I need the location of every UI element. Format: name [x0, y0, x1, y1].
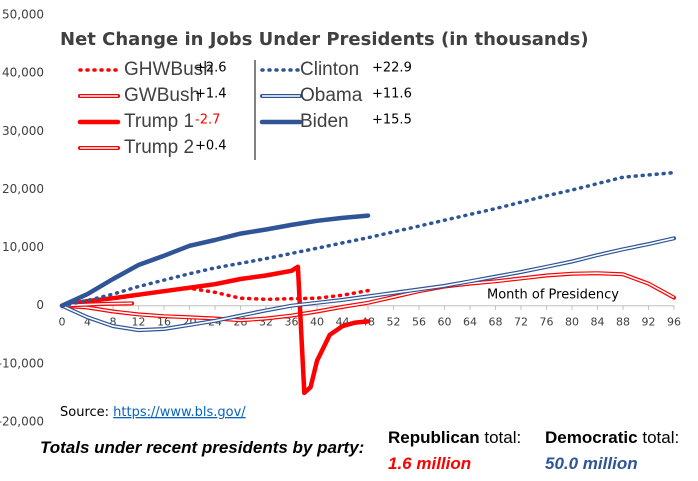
- x-tick-label: 92: [642, 316, 656, 329]
- x-tick-label: 40: [310, 316, 324, 329]
- series-line: [59, 264, 371, 396]
- x-axis-label: Month of Presidency: [487, 288, 619, 303]
- legend-label: GWBush: [124, 85, 200, 106]
- y-tick-label: -20,000: [0, 415, 44, 429]
- legend-value: +1.4: [195, 87, 227, 102]
- democratic-heading: Democratic total:: [545, 428, 679, 448]
- series-line-inner: [61, 272, 675, 322]
- x-tick-label: 80: [565, 316, 579, 329]
- legend-value: +2.6: [195, 61, 227, 76]
- x-tick-label: 12: [132, 316, 146, 329]
- y-tick-label: 0: [36, 298, 44, 312]
- x-tick-label: 88: [616, 316, 630, 329]
- chart: Net Change in Jobs Under Presidents (in …: [0, 8, 681, 429]
- source-prefix: Source:: [60, 405, 109, 420]
- legend-label: Biden: [300, 111, 349, 132]
- y-tick-label: 10,000: [2, 240, 44, 254]
- chart-title: Net Change in Jobs Under Presidents (in …: [60, 29, 589, 50]
- y-tick-label: 50,000: [2, 8, 44, 22]
- series-line: [59, 213, 371, 308]
- x-tick-label: 96: [667, 316, 681, 329]
- x-tick-label: 56: [412, 316, 426, 329]
- legend-label: Obama: [300, 85, 363, 106]
- source-label: Source: https://www.bls.gov/: [60, 405, 246, 420]
- party-suffix: total:: [484, 428, 522, 447]
- legend-value: -2.7: [195, 113, 220, 128]
- x-tick-label: 60: [438, 316, 452, 329]
- x-tick-label: 8: [110, 316, 117, 329]
- series-line: [60, 170, 676, 308]
- x-tick-label: 76: [540, 316, 554, 329]
- legend-value: +15.5: [372, 113, 412, 128]
- x-tick-label: 16: [157, 316, 171, 329]
- x-tick-label: 84: [591, 316, 605, 329]
- x-tick-label: 0: [59, 316, 66, 329]
- series-line-inner: [61, 237, 675, 331]
- republican-total: 1.6 million: [388, 454, 472, 473]
- source-link[interactable]: https://www.bls.gov/: [113, 405, 246, 420]
- legend-label: Trump 2: [124, 137, 194, 158]
- party-name: Republican: [388, 428, 480, 447]
- legend-label: GHWBush: [124, 59, 214, 80]
- series-line-inner: [61, 302, 133, 307]
- legend-label: Trump 1: [124, 111, 194, 132]
- x-tick-label: 72: [514, 316, 528, 329]
- x-tick-label: 68: [489, 316, 503, 329]
- y-tick-label: 20,000: [2, 182, 44, 196]
- x-tick-label: 36: [285, 316, 299, 329]
- footer-lead: Totals under recent presidents by party:: [40, 438, 365, 457]
- democratic-total: 50.0 million: [545, 454, 638, 473]
- legend-label: Clinton: [300, 59, 359, 80]
- x-tick-label: 64: [463, 316, 477, 329]
- x-tick-label: 4: [84, 316, 91, 329]
- x-tick-label: 52: [387, 316, 401, 329]
- y-tick-label: 30,000: [2, 124, 44, 138]
- party-suffix: total:: [642, 428, 680, 447]
- y-tick-label: 40,000: [2, 66, 44, 80]
- legend-value: +11.6: [372, 87, 412, 102]
- legend-value: +0.4: [195, 139, 227, 154]
- republican-heading: Republican total:: [388, 428, 521, 448]
- party-name: Democratic: [545, 428, 638, 447]
- y-tick-label: -10,000: [0, 356, 44, 370]
- legend-value: +22.9: [372, 61, 412, 76]
